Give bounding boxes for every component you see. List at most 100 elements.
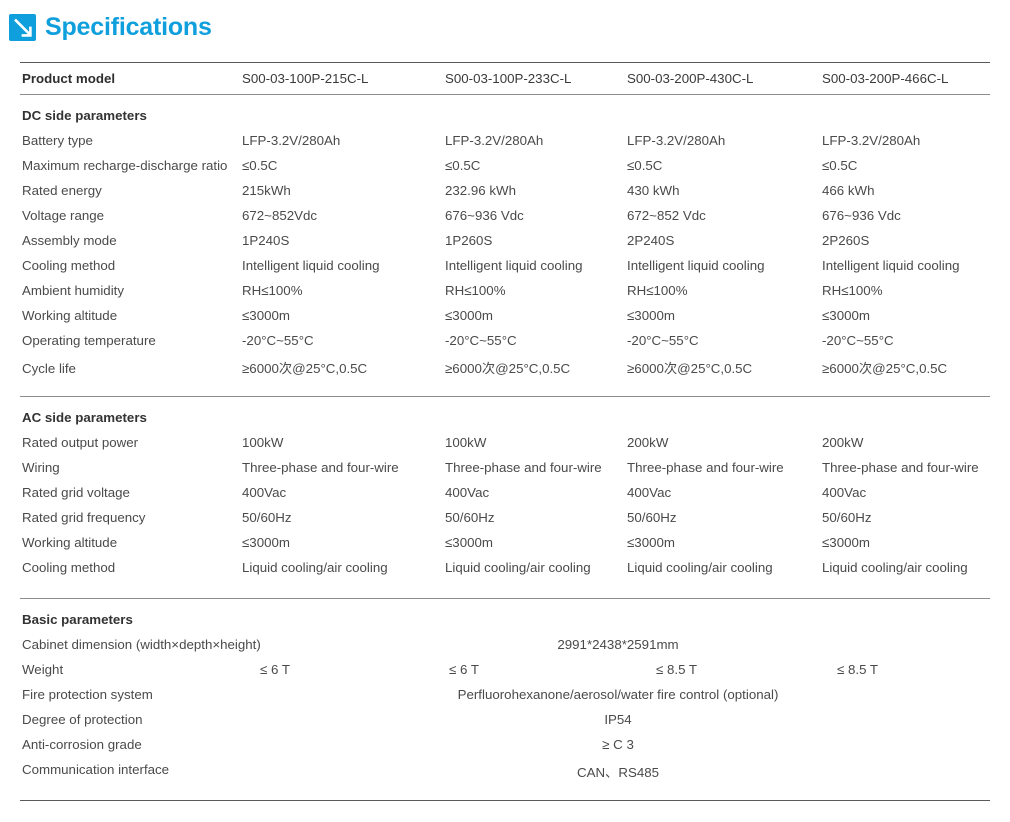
table-row: Operating temperature -20°C~55°C -20°C~5…	[20, 333, 990, 358]
row-value: Intelligent liquid cooling	[242, 258, 380, 273]
row-value: ≤3000m	[242, 308, 290, 323]
row-value: 676~936 Vdc	[445, 208, 524, 223]
row-value: 2P260S	[822, 233, 870, 248]
row-label: Working altitude	[22, 535, 118, 550]
row-value: 50/60Hz	[242, 510, 292, 525]
row-value: Liquid cooling/air cooling	[445, 560, 591, 575]
row-value: ≥6000次@25°C,0.5C	[822, 361, 948, 376]
row-value: 400Vac	[242, 485, 287, 500]
column-header-product-model: Product model	[22, 71, 116, 86]
table-row: Rated energy 215kWh 232.96 kWh 430 kWh 4…	[20, 183, 990, 208]
row-value: ≤3000m	[822, 308, 870, 323]
row-label: Cycle life	[22, 361, 76, 376]
table-row: Ambient humidity RH≤100% RH≤100% RH≤100%…	[20, 283, 990, 308]
column-header-model-1: S00-03-100P-215C-L	[242, 71, 369, 86]
row-value: 676~936 Vdc	[822, 208, 901, 223]
row-value: 50/60Hz	[822, 510, 872, 525]
row-label: Rated energy	[22, 183, 102, 198]
table-row: Working altitude ≤3000m ≤3000m ≤3000m ≤3…	[20, 535, 990, 560]
row-value: Three-phase and four-wire	[445, 460, 602, 475]
section-title-dc: DC side parameters	[22, 108, 147, 123]
row-value: ≤3000m	[242, 535, 290, 550]
row-value: -20°C~55°C	[627, 333, 699, 348]
table-row: Degree of protection IP54	[20, 712, 990, 737]
row-value: 2P240S	[627, 233, 675, 248]
row-value: 200kW	[822, 435, 864, 450]
dc-section-rule	[20, 396, 990, 397]
row-value: ≤3000m	[627, 535, 675, 550]
row-label: Anti-corrosion grade	[22, 737, 142, 752]
row-value: 400Vac	[445, 485, 490, 500]
row-label: Cooling method	[22, 258, 116, 273]
row-value-merged: 2991*2438*2591mm	[557, 637, 679, 652]
row-label: Ambient humidity	[22, 283, 124, 298]
row-label: Wiring	[22, 460, 60, 475]
row-value: Intelligent liquid cooling	[822, 258, 960, 273]
table-row: Cycle life ≥6000次@25°C,0.5C ≥6000次@25°C,…	[20, 358, 990, 383]
section-title-ac: AC side parameters	[22, 410, 147, 425]
table-row: Working altitude ≤3000m ≤3000m ≤3000m ≤3…	[20, 308, 990, 333]
row-value: Three-phase and four-wire	[627, 460, 784, 475]
ac-section-rule	[20, 598, 990, 599]
row-value: 672~852Vdc	[242, 208, 318, 223]
row-value: 50/60Hz	[445, 510, 495, 525]
table-row: Communication interface CAN、RS485	[20, 762, 990, 787]
row-value: ≤3000m	[445, 535, 493, 550]
row-label: Rated grid frequency	[22, 510, 146, 525]
row-value: RH≤100%	[242, 283, 303, 298]
table-row: Weight ≤ 6 T ≤ 6 T ≤ 8.5 T ≤ 8.5 T	[20, 662, 990, 687]
row-value: ≥6000次@25°C,0.5C	[627, 361, 753, 376]
row-label: Fire protection system	[22, 687, 153, 702]
table-row: Assembly mode 1P240S 1P260S 2P240S 2P260…	[20, 233, 990, 258]
row-value: -20°C~55°C	[242, 333, 314, 348]
row-label: Working altitude	[22, 308, 118, 323]
row-value: ≤3000m	[822, 535, 870, 550]
basic-section-spacer-bottom	[20, 787, 990, 800]
row-label: Degree of protection	[22, 712, 143, 727]
row-value: ≤ 6 T	[449, 662, 479, 677]
row-value: Liquid cooling/air cooling	[627, 560, 773, 575]
row-value-merged: IP54	[604, 712, 632, 727]
table-header-row: Product model S00-03-100P-215C-L S00-03-…	[20, 63, 990, 94]
row-value: 50/60Hz	[627, 510, 677, 525]
column-header-model-4: S00-03-200P-466C-L	[822, 71, 949, 86]
table-row: Battery type LFP-3.2V/280Ah LFP-3.2V/280…	[20, 133, 990, 158]
row-value: 200kW	[627, 435, 669, 450]
row-value: ≥6000次@25°C,0.5C	[445, 361, 571, 376]
table-bottom-rule	[20, 800, 990, 801]
row-value: LFP-3.2V/280Ah	[445, 133, 544, 148]
row-value: 672~852 Vdc	[627, 208, 706, 223]
header-bottom-rule	[20, 94, 990, 95]
row-value: Liquid cooling/air cooling	[242, 560, 388, 575]
column-header-model-3: S00-03-200P-430C-L	[627, 71, 754, 86]
row-value: -20°C~55°C	[445, 333, 517, 348]
row-label: Rated grid voltage	[22, 485, 130, 500]
row-label: Rated output power	[22, 435, 139, 450]
row-label: Operating temperature	[22, 333, 156, 348]
row-value-merged: CAN、RS485	[576, 765, 660, 780]
ac-section-spacer-top	[20, 397, 990, 410]
row-value: 400Vac	[822, 485, 867, 500]
row-value: ≤3000m	[627, 308, 675, 323]
row-label: Communication interface	[22, 762, 170, 777]
page-header: Specifications	[0, 0, 1010, 46]
diagonal-arrow-square-icon	[9, 14, 36, 41]
row-value: Three-phase and four-wire	[242, 460, 399, 475]
row-value: LFP-3.2V/280Ah	[822, 133, 921, 148]
section-title-basic: Basic parameters	[22, 612, 133, 627]
row-value: RH≤100%	[822, 283, 883, 298]
row-value: RH≤100%	[445, 283, 506, 298]
dc-section-spacer-top	[20, 95, 990, 108]
specifications-table: Product model S00-03-100P-215C-L S00-03-…	[20, 62, 990, 801]
table-row: Maximum recharge-discharge ratio ≤0.5C ≤…	[20, 158, 990, 183]
row-value: ≤ 8.5 T	[837, 662, 879, 677]
table-row: Anti-corrosion grade ≥ C 3	[20, 737, 990, 762]
row-value-merged: Perfluorohexanone/aerosol/water fire con…	[457, 687, 779, 702]
row-value: ≤ 6 T	[260, 662, 290, 677]
row-label: Weight	[22, 662, 64, 677]
row-value-merged: ≥ C 3	[602, 737, 634, 752]
row-value: 1P240S	[242, 233, 290, 248]
row-value: ≤3000m	[445, 308, 493, 323]
table-row: Wiring Three-phase and four-wire Three-p…	[20, 460, 990, 485]
column-header-model-2: S00-03-100P-233C-L	[445, 71, 572, 86]
